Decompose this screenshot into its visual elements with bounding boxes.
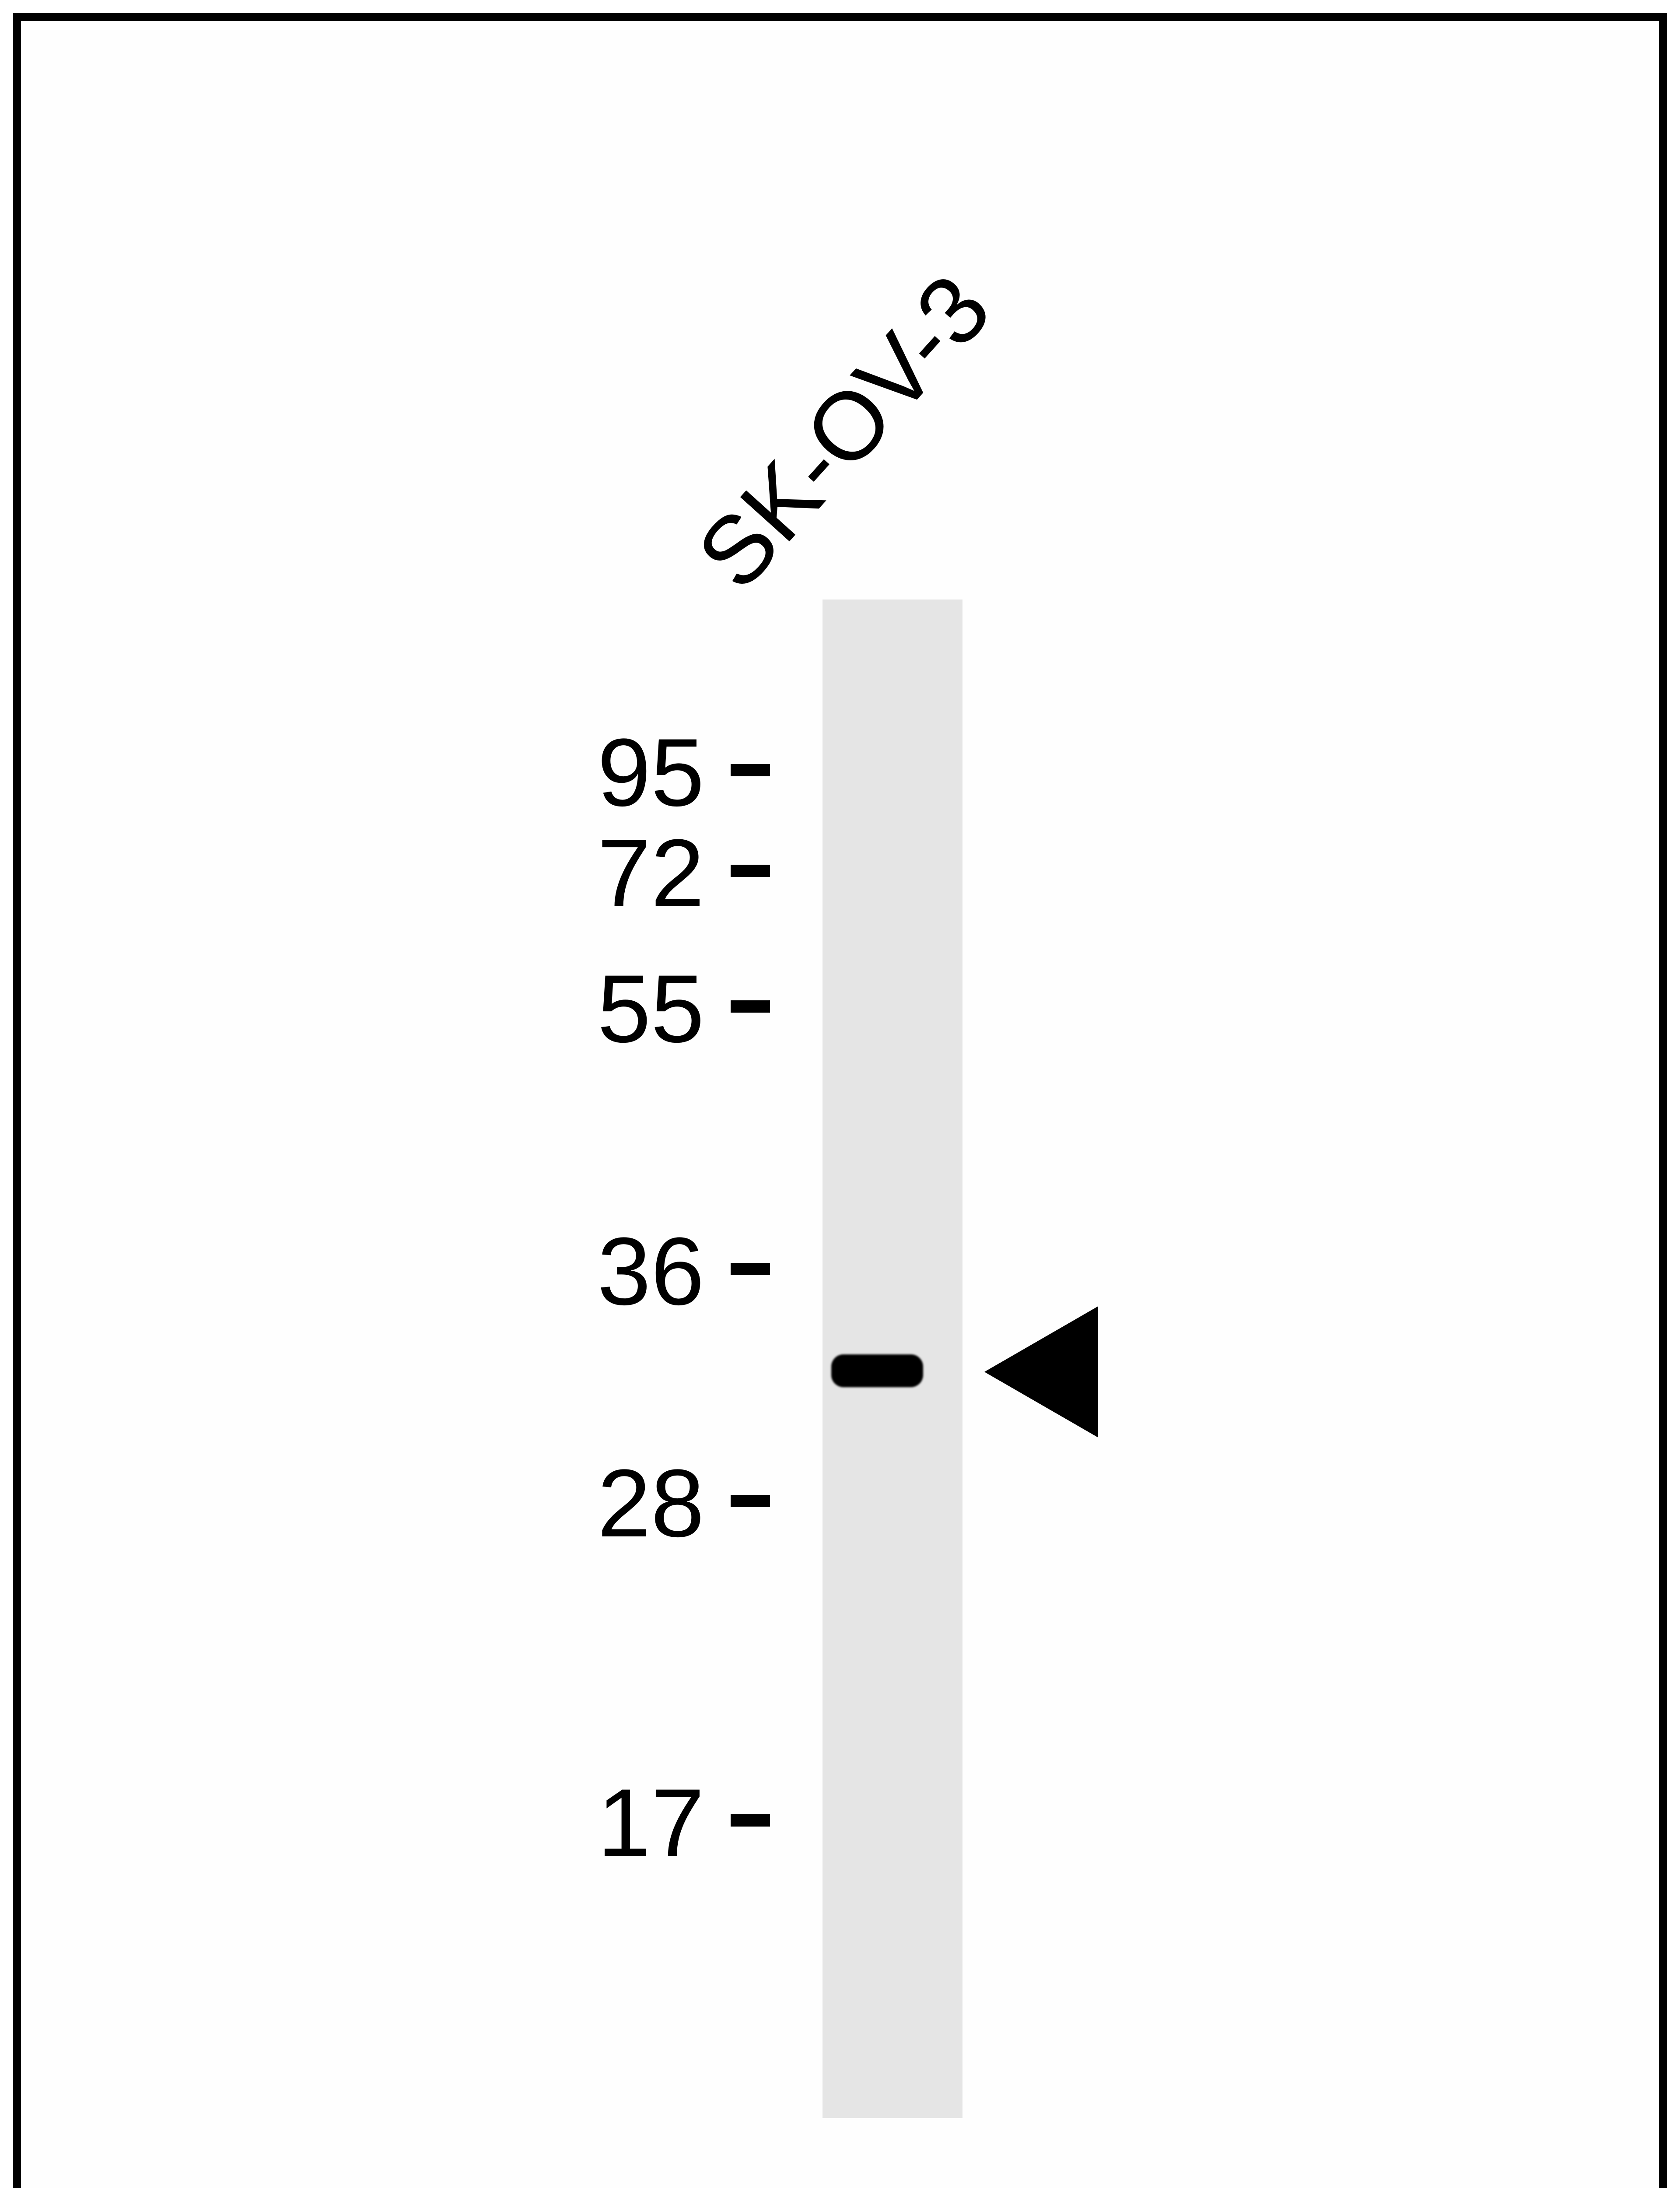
marker-tick bbox=[731, 865, 770, 877]
marker-tick bbox=[731, 1495, 770, 1507]
marker-label: 55 bbox=[597, 954, 704, 1064]
protein-band bbox=[831, 1354, 923, 1387]
marker-label: 72 bbox=[597, 818, 704, 929]
marker-label: 95 bbox=[597, 717, 704, 828]
marker-label: 36 bbox=[597, 1216, 704, 1327]
marker-tick bbox=[731, 1814, 770, 1827]
marker-tick bbox=[731, 1263, 770, 1275]
marker-label: 28 bbox=[597, 1448, 704, 1559]
band-arrow-icon bbox=[984, 1306, 1098, 1438]
marker-label: 17 bbox=[597, 1767, 704, 1878]
marker-tick bbox=[731, 764, 770, 776]
marker-tick bbox=[731, 1000, 770, 1013]
